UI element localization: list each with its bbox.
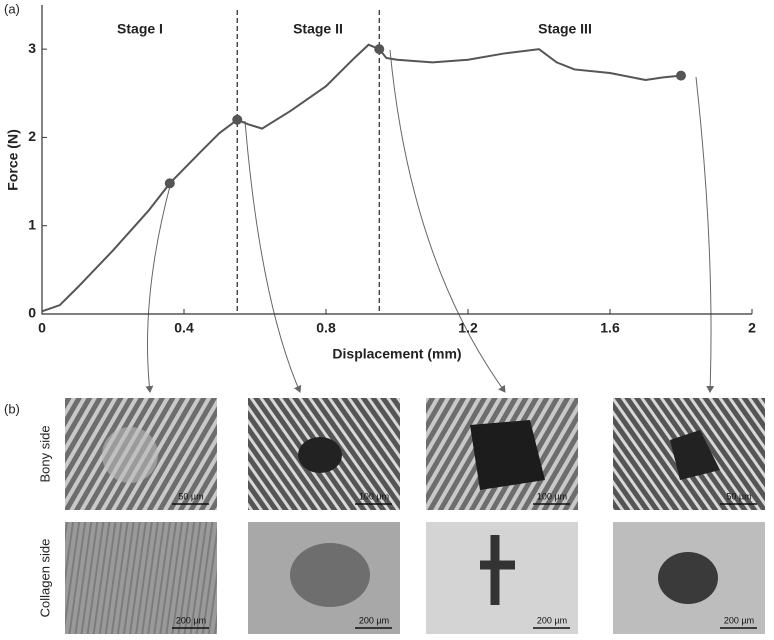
key-point: [232, 115, 242, 125]
row-label: Collagen side: [37, 539, 52, 618]
scale-bar-label: 100 µm: [359, 491, 389, 501]
plot-frame: [42, 5, 752, 314]
x-tick-label: 0.8: [316, 320, 336, 336]
row-label: Bony side: [37, 425, 52, 482]
stage-label: Stage III: [538, 21, 592, 37]
force-curve: [42, 45, 681, 312]
key-point: [165, 178, 175, 188]
figure: (a) (b) Displacement (mm) Force (N) Stag…: [0, 0, 774, 640]
stage-label: Stage I: [117, 21, 163, 37]
y-tick-label: 0: [28, 305, 36, 321]
micrographs: [65, 398, 765, 634]
x-axis-title: Displacement (mm): [332, 346, 461, 362]
panel-label: (a): [4, 1, 20, 16]
scale-bar-label: 100 µm: [537, 491, 567, 501]
scale-bar-label: 200 µm: [176, 615, 206, 625]
scale-bar-label: 200 µm: [359, 615, 389, 625]
scale-bar-label: 50 µm: [726, 491, 751, 501]
x-tick-label: 1.6: [600, 320, 620, 336]
y-tick-label: 1: [28, 216, 36, 232]
scale-bar-label: 50 µm: [178, 491, 203, 501]
y-tick-label: 2: [28, 128, 36, 144]
y-tick-label: 3: [28, 40, 36, 56]
x-tick-label: 0: [38, 320, 46, 336]
y-axis-title: Force (N): [5, 129, 21, 190]
connector-arrows: [148, 50, 712, 392]
key-point: [676, 71, 686, 81]
x-tick-label: 2: [748, 320, 756, 336]
scale-bar-label: 200 µm: [724, 615, 754, 625]
x-tick-label: 0.4: [174, 320, 194, 336]
key-point: [374, 44, 384, 54]
scale-bar-label: 200 µm: [537, 615, 567, 625]
stage-label: Stage II: [293, 21, 343, 37]
x-tick-label: 1.2: [458, 320, 478, 336]
panel-label: (b): [4, 401, 20, 416]
